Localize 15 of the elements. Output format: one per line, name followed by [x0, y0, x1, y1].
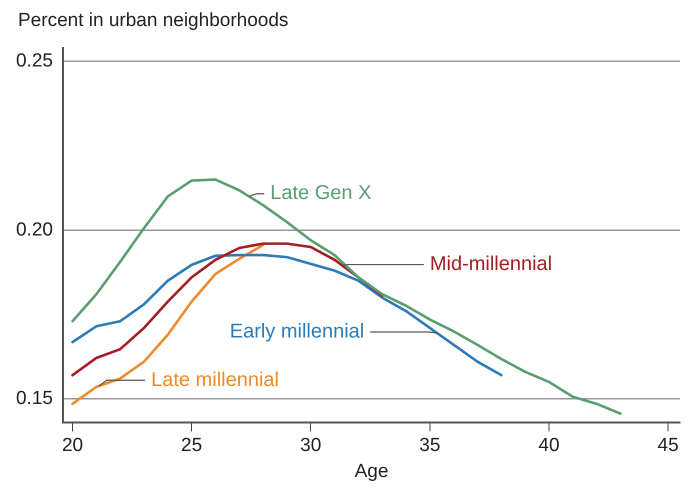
series-label: Early millennial [230, 320, 364, 343]
series-label: Late millennial [151, 368, 279, 391]
series-label: Late Gen X [270, 182, 372, 204]
x-tick-label: 45 [658, 435, 679, 456]
y-axis-title: Percent in urban neighborhoods [18, 10, 288, 32]
x-tick-label: 25 [181, 435, 202, 456]
x-tick-label: 40 [538, 435, 560, 456]
y-tick-label: 0.25 [16, 50, 53, 72]
x-tick-label: 35 [419, 435, 440, 456]
text: Mid-millennial [430, 253, 552, 276]
x-tick-label: 30 [300, 435, 322, 456]
y-tick-label: 0.20 [16, 219, 53, 240]
y-tick-label: 0.15 [16, 388, 53, 410]
x-tick-label: 20 [62, 435, 84, 456]
x-axis-title: Age [354, 460, 388, 482]
